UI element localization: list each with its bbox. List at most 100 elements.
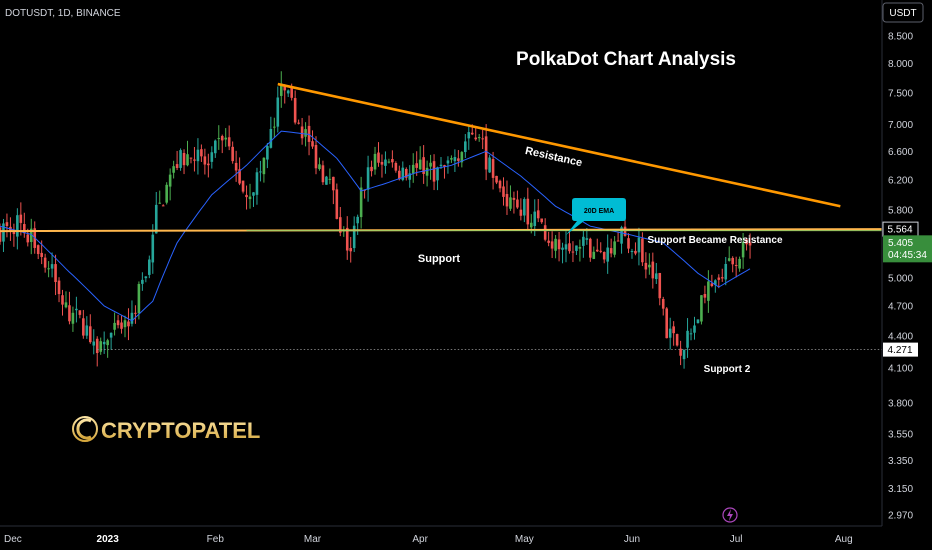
- price-tick-label: 8.000: [888, 59, 913, 70]
- candle-body: [679, 348, 682, 356]
- candle-body: [127, 321, 130, 327]
- candle-body: [536, 210, 540, 219]
- candle-body: [266, 146, 269, 160]
- ema-callout-bubble[interactable]: [566, 198, 626, 235]
- candle-body: [300, 126, 304, 139]
- candle-body: [568, 243, 571, 252]
- candle-body: [304, 129, 307, 137]
- candle-body: [161, 205, 165, 207]
- candle-body: [120, 322, 123, 329]
- candle-body: [509, 197, 512, 209]
- candle-body: [23, 224, 26, 234]
- price-tick-label: 3.800: [888, 398, 913, 409]
- price-tick-label: 7.000: [888, 120, 913, 131]
- support-2-price-tag: [883, 342, 918, 357]
- candle-body: [165, 184, 168, 203]
- candle-body: [92, 341, 96, 346]
- candle-body: [505, 193, 509, 207]
- candle-body: [332, 176, 335, 191]
- candle-body: [707, 281, 710, 301]
- candle-body: [411, 164, 415, 174]
- candle-body: [384, 159, 387, 166]
- candle-body: [748, 242, 752, 246]
- candle-body: [78, 310, 82, 315]
- candle-body: [40, 252, 43, 257]
- candle-body: [380, 161, 384, 165]
- candle-body: [286, 90, 290, 94]
- candle-body: [408, 173, 412, 180]
- candle-body: [477, 137, 481, 139]
- candle-body: [245, 194, 248, 198]
- candle-body: [731, 257, 734, 265]
- price-tick-label: 4.400: [888, 332, 913, 343]
- candle-body: [123, 320, 127, 328]
- candle-body: [241, 180, 245, 192]
- support-2-price-text: 4.271: [887, 345, 912, 356]
- candle-body: [172, 166, 175, 173]
- candle-body: [575, 245, 578, 251]
- currency-button[interactable]: [882, 2, 924, 23]
- candle-body: [700, 295, 703, 322]
- candle-body: [151, 234, 155, 263]
- candle-body: [88, 326, 92, 343]
- price-tick-label: 5.000: [888, 273, 913, 284]
- ema-20-line: [0, 130, 751, 322]
- candle-body: [592, 251, 596, 259]
- candle-body: [2, 223, 5, 242]
- candle-body: [627, 238, 630, 249]
- candle-body: [338, 217, 342, 233]
- candle-body: [623, 226, 627, 236]
- time-axis[interactable]: Dec 2023 Feb Mar Apr May Jun Jul Aug: [4, 534, 853, 545]
- candle-body: [95, 338, 99, 354]
- candle-body: [415, 163, 418, 168]
- candle-body: [418, 159, 422, 170]
- candle-body: [366, 167, 370, 190]
- candle-body: [543, 225, 547, 240]
- candle-body: [644, 262, 648, 270]
- candle-body: [467, 132, 471, 139]
- candle-body: [582, 236, 585, 246]
- candle-body: [356, 216, 359, 224]
- price-axis[interactable]: 8.500 8.000 7.500 7.000 6.600 6.200 5.800 5.000…: [888, 32, 913, 522]
- candle-body: [404, 169, 408, 178]
- support-2-label: Support 2: [704, 364, 751, 375]
- candle-body: [727, 258, 731, 261]
- support-resistance-line: [0, 228, 883, 233]
- candle-body: [547, 240, 550, 243]
- candle-body: [130, 312, 134, 324]
- lightning-icon-bolt: [727, 509, 733, 521]
- candle-body: [446, 160, 450, 164]
- candle-body: [457, 158, 460, 161]
- candle-body: [550, 241, 554, 249]
- candle-body: [599, 250, 603, 252]
- candle-body: [439, 164, 443, 167]
- candle-body: [564, 244, 568, 250]
- candle-body: [672, 326, 675, 334]
- candle-body: [134, 312, 137, 314]
- candle-body: [523, 199, 526, 216]
- candle-body: [474, 137, 478, 140]
- candle-body: [658, 272, 662, 299]
- countdown-text: 04:45:34: [888, 250, 927, 261]
- candle-body: [488, 157, 491, 173]
- support-became-resistance-label: Support Became Resistance: [647, 235, 782, 246]
- candle-body: [436, 167, 439, 181]
- candle-body: [325, 176, 328, 185]
- candle-body: [359, 187, 363, 218]
- candle-body: [255, 172, 259, 195]
- candle-body: [203, 156, 207, 165]
- candle-body: [68, 305, 71, 322]
- candle-body: [613, 241, 616, 255]
- candle-body: [654, 273, 658, 280]
- candle-body: [102, 341, 106, 345]
- candle-body: [665, 308, 669, 339]
- candle-body: [557, 239, 561, 250]
- candle-body: [668, 328, 672, 338]
- candle-body: [512, 197, 516, 200]
- candle-body: [148, 259, 151, 275]
- candle-body: [641, 238, 644, 263]
- candle-body: [64, 302, 68, 308]
- lightning-icon[interactable]: [722, 507, 738, 523]
- candle-body: [686, 330, 689, 348]
